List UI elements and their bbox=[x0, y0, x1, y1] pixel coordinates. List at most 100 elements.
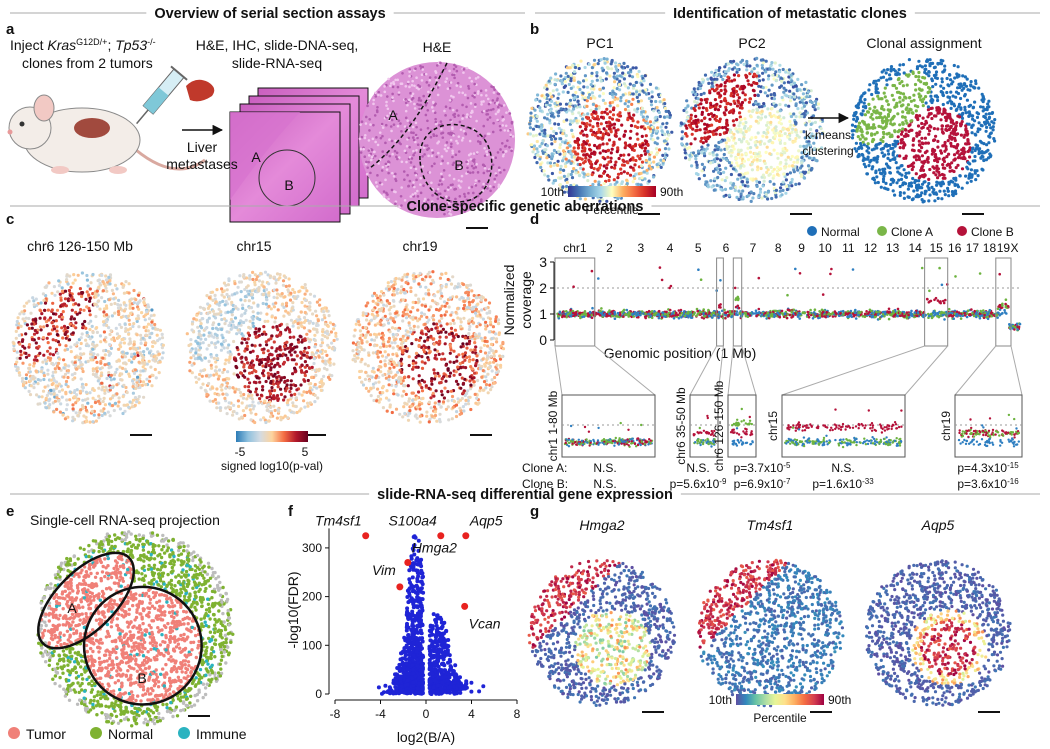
spot bbox=[598, 163, 603, 167]
tissue-speck bbox=[432, 133, 435, 136]
spot bbox=[145, 377, 149, 381]
spot bbox=[731, 183, 735, 187]
tissue-speck bbox=[469, 171, 472, 175]
spot bbox=[753, 73, 757, 77]
spot bbox=[710, 81, 714, 85]
spot bbox=[909, 119, 913, 123]
spot bbox=[101, 399, 105, 404]
spot bbox=[794, 115, 798, 119]
spot bbox=[151, 344, 155, 349]
spot bbox=[686, 104, 690, 108]
spot bbox=[756, 165, 760, 169]
spot bbox=[943, 140, 947, 145]
tissue-speck bbox=[441, 159, 444, 163]
tissue-speck bbox=[386, 114, 389, 118]
spot bbox=[79, 341, 83, 346]
spot bbox=[635, 110, 639, 114]
spot bbox=[649, 151, 654, 155]
spot bbox=[986, 156, 991, 160]
spot bbox=[944, 145, 948, 149]
spot bbox=[747, 82, 751, 86]
spot bbox=[644, 117, 649, 121]
spot bbox=[701, 77, 705, 81]
spot bbox=[95, 326, 99, 330]
spot bbox=[36, 378, 40, 382]
spot bbox=[576, 146, 581, 150]
tissue-speck bbox=[411, 193, 415, 196]
spot bbox=[691, 151, 696, 155]
spot bbox=[965, 98, 970, 102]
tissue-speck bbox=[403, 199, 407, 202]
spot bbox=[565, 118, 569, 122]
spot bbox=[698, 128, 702, 132]
spot bbox=[573, 65, 578, 70]
spot bbox=[139, 333, 143, 337]
spot bbox=[30, 326, 34, 330]
spot bbox=[88, 287, 92, 291]
spot bbox=[868, 83, 872, 87]
spot bbox=[883, 86, 887, 90]
tissue-speck bbox=[473, 95, 476, 99]
spot bbox=[965, 165, 969, 169]
spot bbox=[897, 72, 901, 76]
spot bbox=[57, 399, 61, 403]
spot bbox=[738, 173, 742, 177]
spot bbox=[734, 157, 738, 161]
tissue-speck bbox=[404, 101, 408, 105]
spot bbox=[52, 410, 56, 414]
spot bbox=[613, 80, 617, 84]
spot bbox=[566, 174, 570, 178]
spot bbox=[742, 133, 746, 137]
spot bbox=[641, 143, 645, 147]
spot bbox=[548, 161, 553, 165]
spot bbox=[636, 137, 640, 141]
spot bbox=[790, 177, 794, 182]
tissue-speck bbox=[451, 183, 454, 186]
spot bbox=[24, 316, 28, 320]
spot bbox=[917, 139, 921, 143]
spot bbox=[914, 172, 918, 176]
spot bbox=[113, 401, 118, 405]
spot bbox=[725, 118, 729, 122]
spot bbox=[756, 71, 760, 75]
spot bbox=[608, 110, 612, 114]
spot bbox=[689, 142, 693, 146]
spot bbox=[771, 73, 775, 77]
spot bbox=[57, 284, 62, 288]
spot bbox=[645, 121, 650, 125]
spot bbox=[920, 121, 924, 126]
spot bbox=[573, 139, 577, 144]
spot bbox=[528, 126, 533, 130]
tissue-speck bbox=[414, 67, 417, 70]
tissue-speck bbox=[449, 200, 453, 203]
tissue-speck bbox=[474, 103, 477, 106]
spot bbox=[861, 109, 865, 113]
spot bbox=[577, 143, 581, 147]
spot bbox=[50, 382, 54, 387]
spot bbox=[660, 129, 664, 133]
spot bbox=[552, 148, 557, 153]
spot bbox=[745, 68, 749, 72]
spot bbox=[109, 302, 113, 306]
spot bbox=[631, 180, 635, 184]
spot bbox=[91, 420, 95, 424]
spot bbox=[926, 155, 930, 160]
panel-label: e bbox=[6, 503, 14, 520]
tissue-speck bbox=[436, 93, 440, 97]
spot bbox=[773, 104, 777, 108]
spot bbox=[140, 311, 144, 315]
spot bbox=[15, 360, 19, 364]
tissue-speck bbox=[437, 151, 440, 155]
spot bbox=[71, 298, 75, 302]
spot bbox=[595, 71, 599, 75]
spot bbox=[576, 64, 580, 68]
spot bbox=[980, 141, 984, 145]
spot bbox=[659, 158, 663, 162]
spot bbox=[964, 142, 968, 146]
spot bbox=[46, 372, 50, 376]
spot bbox=[704, 107, 709, 111]
spot bbox=[788, 119, 792, 124]
tissue-speck bbox=[415, 125, 418, 129]
spot bbox=[916, 105, 920, 109]
spot bbox=[618, 137, 622, 141]
